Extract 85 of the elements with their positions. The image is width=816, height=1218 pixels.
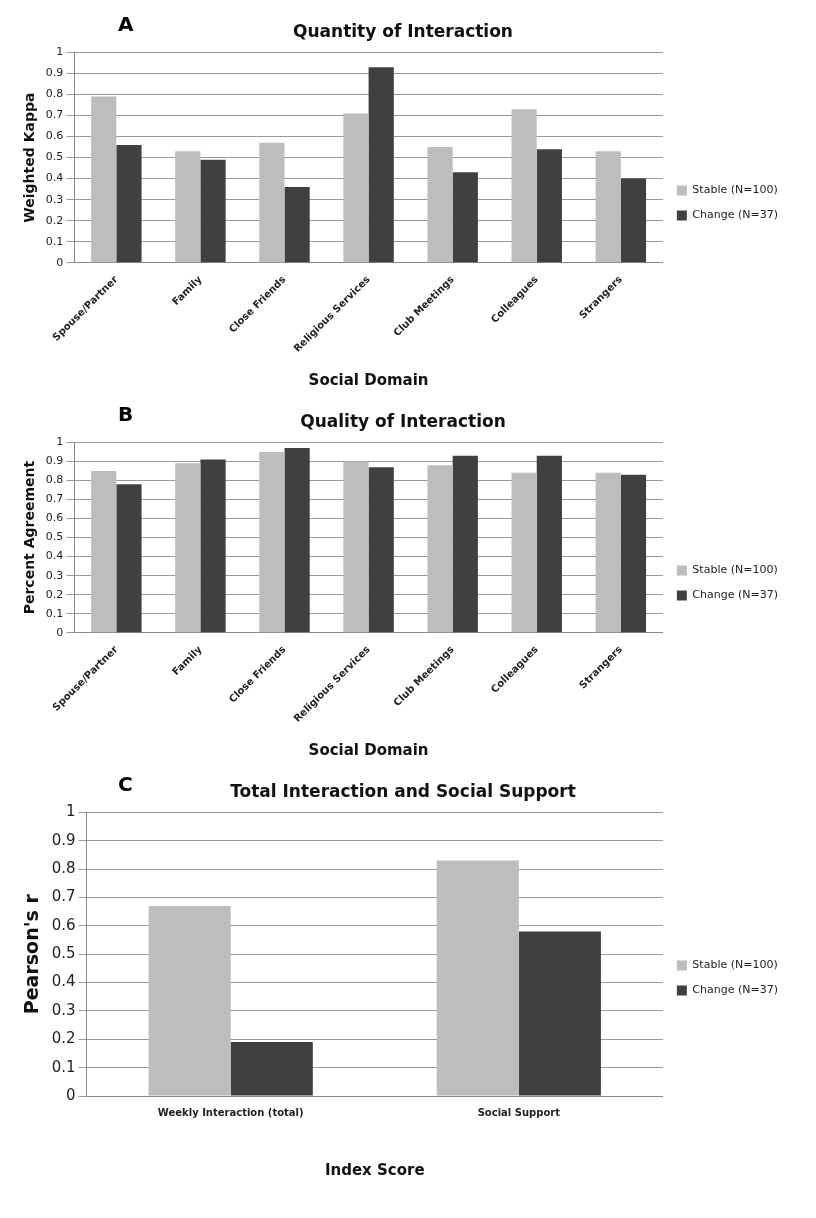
chart-title: Quantity of Interaction — [293, 20, 513, 41]
y-tick-label: 0.5 — [45, 530, 64, 544]
y-tick-label: 0.6 — [51, 915, 76, 934]
legend-label: Change (N=37) — [692, 983, 778, 997]
y-tick-label: 0.9 — [45, 454, 64, 468]
bar — [175, 151, 201, 263]
y-tick-label: 0.9 — [51, 830, 76, 849]
legend-label: Stable (N=100) — [692, 563, 778, 577]
y-tick-label: 0.3 — [51, 1000, 76, 1019]
x-axis-title: Index Score — [324, 1160, 425, 1179]
y-tick-label: 1 — [56, 435, 64, 449]
bar — [200, 159, 226, 263]
bar — [368, 467, 394, 633]
y-tick-label: 0.4 — [45, 549, 64, 563]
chart-title: Total Interaction and Social Support — [230, 780, 576, 801]
y-tick-label: 0.1 — [45, 606, 64, 620]
bar — [343, 113, 369, 263]
y-tick-label: 0.2 — [45, 213, 64, 227]
bar — [91, 470, 117, 633]
y-tick-label: 0.9 — [45, 66, 64, 80]
y-tick-label: 0 — [56, 255, 64, 269]
legend-label: Stable (N=100) — [692, 958, 778, 972]
y-tick-label: 0.7 — [45, 492, 64, 506]
bar — [116, 484, 142, 633]
bar — [91, 96, 117, 263]
x-tick-label: Weekly Interaction (total) — [157, 1106, 304, 1118]
y-tick-label: 0.6 — [45, 129, 64, 143]
y-tick-label: 0.1 — [51, 1057, 76, 1076]
chart-title: Quality of Interaction — [300, 410, 506, 431]
bar — [368, 67, 394, 263]
bar — [116, 144, 142, 263]
legend-label: Change (N=37) — [692, 208, 778, 222]
bar — [511, 109, 537, 263]
bar — [284, 448, 310, 633]
bar — [595, 472, 621, 633]
y-tick-label: 0.7 — [45, 108, 64, 122]
y-tick-label: 0 — [66, 1085, 76, 1104]
y-tick-label: 0 — [56, 625, 64, 639]
text: B — [118, 402, 134, 427]
bar — [427, 147, 453, 263]
bar — [436, 860, 519, 1096]
y-tick-label: 1 — [56, 45, 64, 59]
bar — [511, 472, 537, 633]
y-tick-label: 0.2 — [51, 1029, 76, 1048]
y-tick-label: 0.1 — [45, 234, 64, 248]
bar — [148, 905, 231, 1096]
text: A — [118, 12, 134, 37]
bar — [259, 451, 285, 633]
y-tick-label: 0.6 — [45, 511, 64, 525]
x-axis-title: Social Domain — [308, 740, 429, 759]
bar — [536, 455, 562, 633]
y-tick-label: 1 — [66, 802, 76, 821]
y-tick-label: 0.5 — [45, 150, 64, 164]
legend-label: Stable (N=100) — [692, 183, 778, 197]
y-tick-label: 0.8 — [51, 859, 76, 878]
y-tick-label: 0.8 — [45, 473, 64, 487]
bar — [620, 474, 647, 633]
bar — [175, 463, 201, 633]
bar — [259, 142, 285, 263]
bar — [595, 151, 621, 263]
y-axis-title: Weighted Kappa — [21, 92, 38, 223]
bar — [452, 172, 478, 263]
x-axis-title: Social Domain — [308, 370, 429, 389]
y-axis-title: Pearson's r — [20, 893, 43, 1015]
y-tick-label: 0.7 — [51, 887, 76, 906]
bar — [343, 461, 369, 633]
bar — [427, 465, 453, 633]
bar — [452, 455, 478, 633]
bar — [518, 931, 601, 1096]
y-axis-title: Percent Agreement — [21, 460, 38, 615]
y-tick-label: 0.8 — [45, 87, 64, 101]
bar — [536, 149, 562, 263]
bar — [230, 1042, 313, 1096]
y-tick-label: 0.2 — [45, 587, 64, 601]
x-tick-label: Social Support — [477, 1106, 561, 1118]
y-tick-label: 0.3 — [45, 568, 64, 582]
y-tick-label: 0.4 — [51, 972, 76, 991]
text: C — [118, 772, 133, 797]
y-tick-label: 0.4 — [45, 171, 64, 185]
y-tick-label: 0.5 — [51, 944, 76, 963]
bar — [284, 187, 310, 263]
bar — [200, 459, 226, 633]
bar — [620, 178, 647, 263]
y-tick-label: 0.3 — [45, 192, 64, 206]
legend-label: Change (N=37) — [692, 588, 778, 602]
